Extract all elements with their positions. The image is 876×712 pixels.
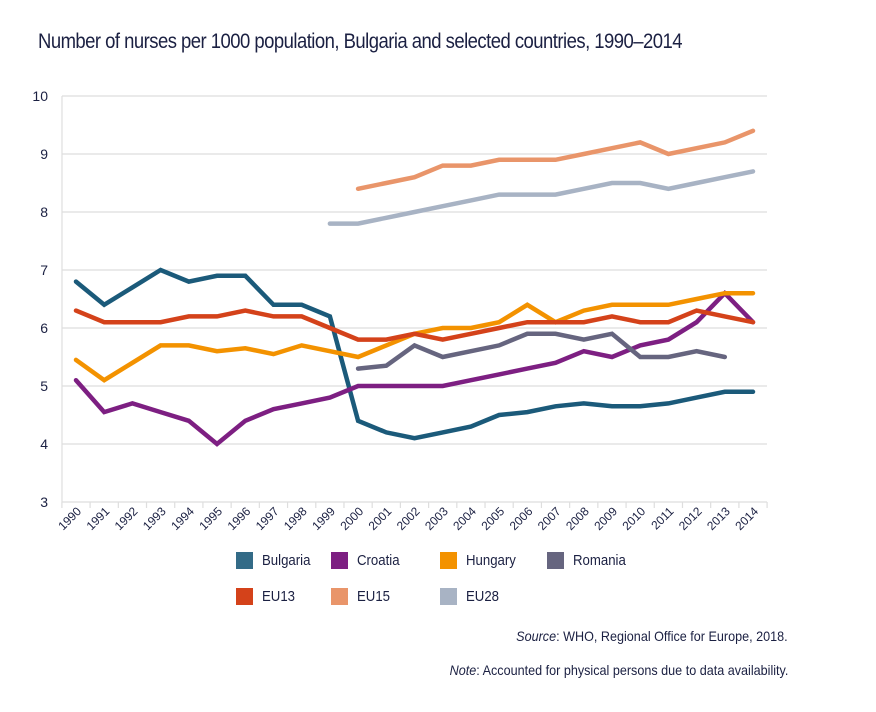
grid-lines bbox=[62, 95, 767, 503]
note-label: Note bbox=[449, 662, 476, 678]
x-tick-label: 1998 bbox=[281, 504, 310, 533]
y-tick-label: 3 bbox=[40, 494, 48, 510]
legend-label: Croatia bbox=[357, 552, 400, 569]
x-tick-label: 2014 bbox=[732, 504, 761, 533]
series-line-romania bbox=[355, 331, 728, 371]
series-line-bulgaria bbox=[73, 267, 756, 441]
legend-swatch bbox=[440, 588, 457, 605]
legend-item-romania: Romania bbox=[547, 552, 633, 569]
y-axis-ticks: 3 4 5 6 7 8 9 10 bbox=[32, 88, 48, 510]
y-tick-label: 8 bbox=[40, 204, 48, 220]
source-label: Source bbox=[516, 628, 557, 644]
source-note: Source: WHO, Regional Office for Europe,… bbox=[516, 628, 788, 644]
y-tick-label: 4 bbox=[40, 436, 48, 452]
y-tick-label: 9 bbox=[40, 146, 48, 162]
x-tick-label: 2001 bbox=[366, 504, 395, 533]
legend-item-croatia: Croatia bbox=[331, 552, 405, 569]
legend-label: EU28 bbox=[466, 588, 500, 605]
x-tick-label: 1993 bbox=[140, 504, 169, 533]
x-tick-label: 2000 bbox=[337, 504, 366, 533]
legend-swatch bbox=[440, 552, 457, 569]
legend-label: EU15 bbox=[357, 588, 391, 605]
x-tick-label: 2003 bbox=[422, 504, 451, 533]
series-line-eu15 bbox=[355, 128, 756, 192]
legend-item-bulgaria: Bulgaria bbox=[236, 552, 317, 569]
x-tick-label: 1994 bbox=[168, 504, 197, 533]
x-axis-ticks: 1990 1991 1992 1993 1994 1995 1996 1997 1998 1999… bbox=[55, 504, 761, 533]
legend-label: Bulgaria bbox=[262, 552, 311, 569]
legend-item-eu13: EU13 bbox=[236, 588, 300, 605]
x-tick-label: 2002 bbox=[394, 504, 423, 533]
legend-swatch bbox=[547, 552, 564, 569]
x-tick-label: 2011 bbox=[648, 504, 676, 532]
x-tick-label: 1996 bbox=[225, 504, 254, 533]
y-tick-label: 5 bbox=[40, 378, 48, 394]
series-line-hungary bbox=[73, 290, 756, 383]
legend-swatch bbox=[236, 552, 253, 569]
x-tick-label: 2012 bbox=[676, 504, 705, 533]
source-text: : WHO, Regional Office for Europe, 2018. bbox=[556, 628, 788, 644]
legend-swatch bbox=[236, 588, 253, 605]
x-tick-label: 2009 bbox=[591, 504, 620, 533]
x-tick-label: 1997 bbox=[253, 504, 282, 533]
x-tick-label: 2007 bbox=[535, 504, 564, 533]
footnote: Note: Accounted for physical persons due… bbox=[449, 662, 788, 678]
x-tick-label: 2005 bbox=[478, 504, 507, 533]
x-tick-label: 1991 bbox=[84, 504, 113, 533]
x-tick-label: 2013 bbox=[704, 504, 733, 533]
legend-item-hungary: Hungary bbox=[440, 552, 523, 569]
x-tick-label: 2004 bbox=[450, 504, 479, 533]
legend-item-eu15: EU15 bbox=[331, 588, 395, 605]
y-tick-label: 10 bbox=[32, 88, 48, 104]
axes bbox=[61, 96, 768, 508]
x-tick-label: 1992 bbox=[112, 504, 141, 533]
y-tick-label: 6 bbox=[40, 320, 48, 336]
legend-swatch bbox=[331, 552, 348, 569]
legend-label: Romania bbox=[573, 552, 626, 569]
legend-swatch bbox=[331, 588, 348, 605]
series-line-croatia bbox=[73, 289, 756, 447]
x-tick-label: 1995 bbox=[196, 504, 225, 533]
legend-item-eu28: EU28 bbox=[440, 588, 504, 605]
x-tick-label: 1990 bbox=[55, 504, 84, 533]
note-text: : Accounted for physical persons due to … bbox=[475, 662, 788, 678]
series-line-eu13 bbox=[73, 308, 756, 342]
series-line-eu28 bbox=[327, 169, 756, 226]
x-tick-label: 2006 bbox=[507, 504, 536, 533]
y-tick-label: 7 bbox=[40, 262, 48, 278]
series-lines bbox=[73, 128, 756, 447]
legend-label: Hungary bbox=[466, 552, 516, 569]
x-tick-label: 1999 bbox=[309, 504, 338, 533]
x-tick-label: 2008 bbox=[563, 504, 592, 533]
legend-label: EU13 bbox=[262, 588, 296, 605]
chart-title: Number of nurses per 1000 population, Bu… bbox=[38, 30, 683, 53]
x-tick-label: 2010 bbox=[620, 504, 649, 533]
